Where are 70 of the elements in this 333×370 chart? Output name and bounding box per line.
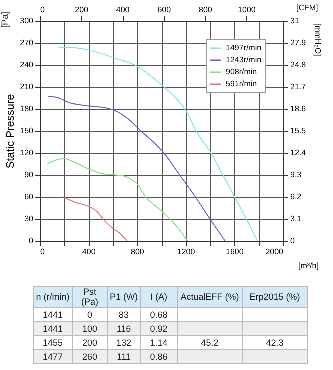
x-tick-label: 0 — [40, 248, 46, 256]
legend-label: 908r/min — [226, 68, 258, 76]
x-axis-title: [m³/h] — [298, 262, 319, 270]
y2-tick-label: 21.7 — [290, 82, 307, 92]
x2-tick-label: 0 — [40, 6, 46, 14]
text: 132 — [116, 338, 132, 348]
text: 100 — [82, 324, 98, 334]
text: 42.3 — [266, 338, 284, 348]
text: [Pa] — [0, 12, 10, 28]
y2-tick-label: 0 — [290, 236, 296, 246]
text: 1477 — [42, 352, 64, 362]
text: 0.68 — [150, 310, 168, 320]
x-tick-label: 800 — [131, 248, 145, 256]
line-series — [46, 158, 188, 242]
x-tick-label: 1200 — [177, 248, 196, 256]
y-tick-label: 300 — [20, 16, 34, 26]
y2-tick-label: 15.5 — [290, 126, 307, 136]
text: 260 — [82, 352, 98, 362]
y-tick-label: 30 — [24, 214, 34, 224]
y2-tick-label: 3.1 — [290, 214, 302, 224]
y-axis-title: Static Pressure — [5, 94, 18, 169]
x2-tick-label: 800 — [198, 6, 213, 14]
line-series — [62, 196, 128, 242]
y-tick-label: 210 — [20, 82, 34, 92]
text: 0 — [87, 310, 92, 320]
text: 1.14 — [150, 338, 168, 348]
x2-tick-label: 600 — [158, 6, 172, 14]
y-tick-label: 150 — [20, 126, 34, 136]
category-label: Erp2015 (%) — [242, 286, 308, 308]
y2-tick-label: 12.4 — [290, 148, 307, 158]
x2-tick-label: 200 — [75, 6, 90, 14]
text: 45.2 — [201, 338, 219, 348]
y2-axis-title: [mmH₂O] — [314, 24, 322, 56]
x2-axis-title: [CFM] — [296, 4, 318, 12]
x-tick-label: 2000 — [266, 248, 284, 256]
x-tick-label: 400 — [82, 248, 96, 256]
legend-label: 591r/min — [226, 80, 258, 88]
y-tick-label: 120 — [20, 148, 34, 158]
x2-tick-label: 400 — [116, 6, 130, 14]
y2-tick-label: 18.6 — [290, 104, 307, 114]
y2-tick-label: 27.9 — [290, 38, 307, 48]
category-label: Pst (Pa) — [72, 286, 108, 308]
y-tick-label: 60 — [24, 192, 34, 202]
y-tick-label: 270 — [20, 38, 34, 48]
line-series — [48, 96, 226, 242]
text: 116 — [116, 324, 132, 334]
category-label: P1 (W) — [108, 286, 140, 308]
y2-tick-label: 24.8 — [290, 60, 307, 70]
y2-tick-label: 6.2 — [290, 192, 302, 202]
x2-tick-label: 1000 — [238, 6, 256, 14]
text: 1441 — [42, 310, 64, 320]
y-tick-label: 180 — [20, 104, 34, 114]
text: 1441 — [42, 324, 64, 334]
text: 83 — [118, 310, 129, 320]
text: 200 — [82, 338, 98, 348]
category-label: I (A) — [140, 286, 178, 308]
y-tick-label: 240 — [20, 60, 34, 70]
y-tick-label: 0 — [29, 236, 34, 246]
category-label: ActualEFF (%) — [178, 286, 242, 308]
legend-label: 1243r/min — [226, 56, 262, 64]
y-tick-label: 90 — [24, 170, 34, 180]
category-label: n (r/min) — [34, 286, 72, 308]
text: 0.86 — [150, 352, 168, 362]
x-tick-label: 1600 — [226, 248, 244, 256]
text: 0.92 — [150, 324, 168, 334]
text: 1455 — [42, 338, 64, 348]
legend-label: 1497r/min — [226, 44, 262, 52]
y2-tick-label: 31 — [290, 16, 300, 26]
text: 111 — [117, 352, 131, 362]
y2-tick-label: 9.3 — [290, 170, 302, 180]
